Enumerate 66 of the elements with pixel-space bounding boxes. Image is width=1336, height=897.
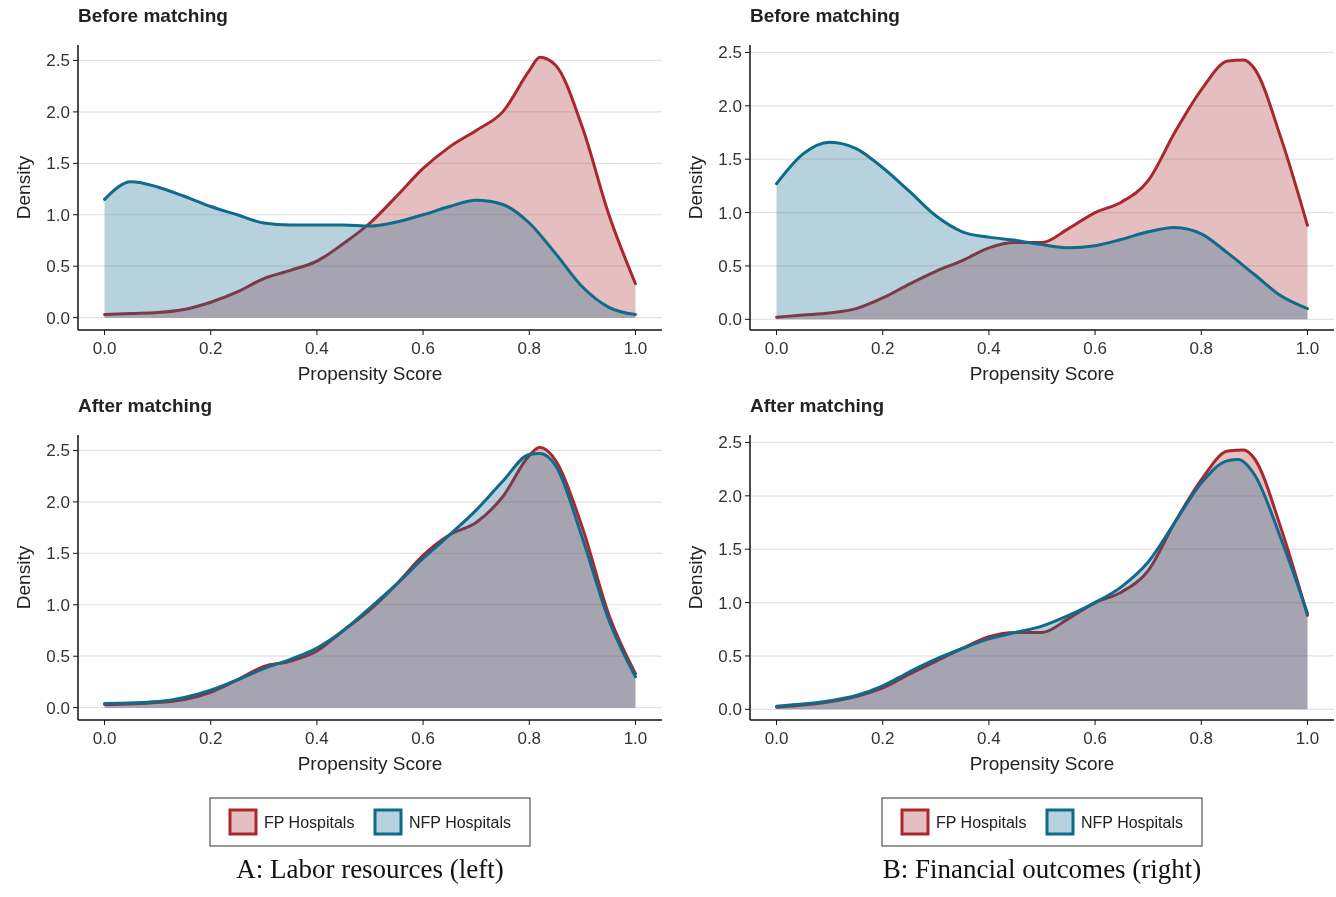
x-tick-label: 0.4 [977,339,1001,358]
y-tick-label: 2.0 [46,492,70,512]
x-tick-label: 0.8 [1189,729,1214,748]
x-tick-label: 0.6 [411,729,435,748]
y-tick-label: 0.0 [46,308,70,328]
x-tick-label: 0.2 [198,339,223,358]
y-tick-label: 0.5 [46,257,70,277]
x-tick-label: 0.0 [764,339,789,358]
x-tick-label: 1.0 [1295,729,1320,748]
x-axis-title: Propensity Score [969,753,1115,774]
y-tick-label: 1.0 [718,203,742,223]
x-tick-label: 0.2 [198,729,223,748]
x-tick-label: 0.8 [1189,339,1214,358]
x-tick-label: 1.0 [623,729,648,748]
y-tick-label: 1.0 [46,205,70,225]
y-tick-label: 1.5 [718,540,742,560]
y-tick-label: 0.0 [718,310,742,330]
x-tick-label: 0.0 [92,339,117,358]
y-axis-title: Density [685,545,706,610]
y-tick-label: 0.0 [718,700,742,720]
y-tick-label: 1.5 [46,544,70,564]
x-tick-label: 0.4 [977,729,1001,748]
y-axis-title: Density [13,155,34,220]
x-axis-title: Propensity Score [297,363,443,384]
x-tick-label: 0.0 [92,729,117,748]
x-tick-label: 1.0 [1295,339,1320,358]
x-axis-title: Propensity Score [969,363,1115,384]
y-tick-label: 1.5 [718,150,742,170]
y-axis-title: Density [685,155,706,220]
y-tick-label: 1.0 [46,595,70,615]
y-tick-label: 2.5 [46,441,70,461]
y-tick-label: 2.5 [718,433,742,453]
x-tick-label: 0.6 [1083,729,1107,748]
y-tick-label: 2.5 [718,43,742,63]
x-tick-label: 0.4 [305,729,329,748]
x-axis-title: Propensity Score [297,753,443,774]
y-tick-label: 2.5 [46,51,70,71]
x-tick-label: 1.0 [623,339,648,358]
y-tick-label: 1.0 [718,593,742,613]
y-tick-label: 2.0 [46,102,70,122]
y-tick-label: 0.5 [718,256,742,276]
chart-title: Before matching [750,5,900,26]
chart-title: After matching [78,395,213,416]
text: A: Labor resources (left) [236,854,504,884]
y-tick-label: 0.5 [46,647,70,667]
x-tick-label: 0.8 [517,339,542,358]
legend-label: FP Hospitals [936,813,1027,831]
x-tick-label: 0.4 [305,339,329,358]
y-tick-label: 0.0 [46,698,70,718]
legend-label: NFP Hospitals [409,813,511,831]
x-tick-label: 0.0 [764,729,789,748]
x-tick-label: 0.6 [411,339,435,358]
legend-label: NFP Hospitals [1081,813,1183,831]
x-tick-label: 0.2 [870,339,895,358]
text: B: Financial outcomes (right) [882,854,1202,884]
y-tick-label: 0.5 [718,646,742,666]
x-tick-label: 0.8 [517,729,542,748]
x-tick-label: 0.6 [1083,339,1107,358]
y-tick-label: 2.0 [718,486,742,506]
y-tick-label: 2.0 [718,96,742,116]
y-tick-label: 1.5 [46,154,70,174]
chart-title: After matching [750,395,885,416]
chart-title: Before matching [78,5,228,26]
legend-label: FP Hospitals [264,813,355,831]
x-tick-label: 0.2 [870,729,895,748]
y-axis-title: Density [13,545,34,610]
